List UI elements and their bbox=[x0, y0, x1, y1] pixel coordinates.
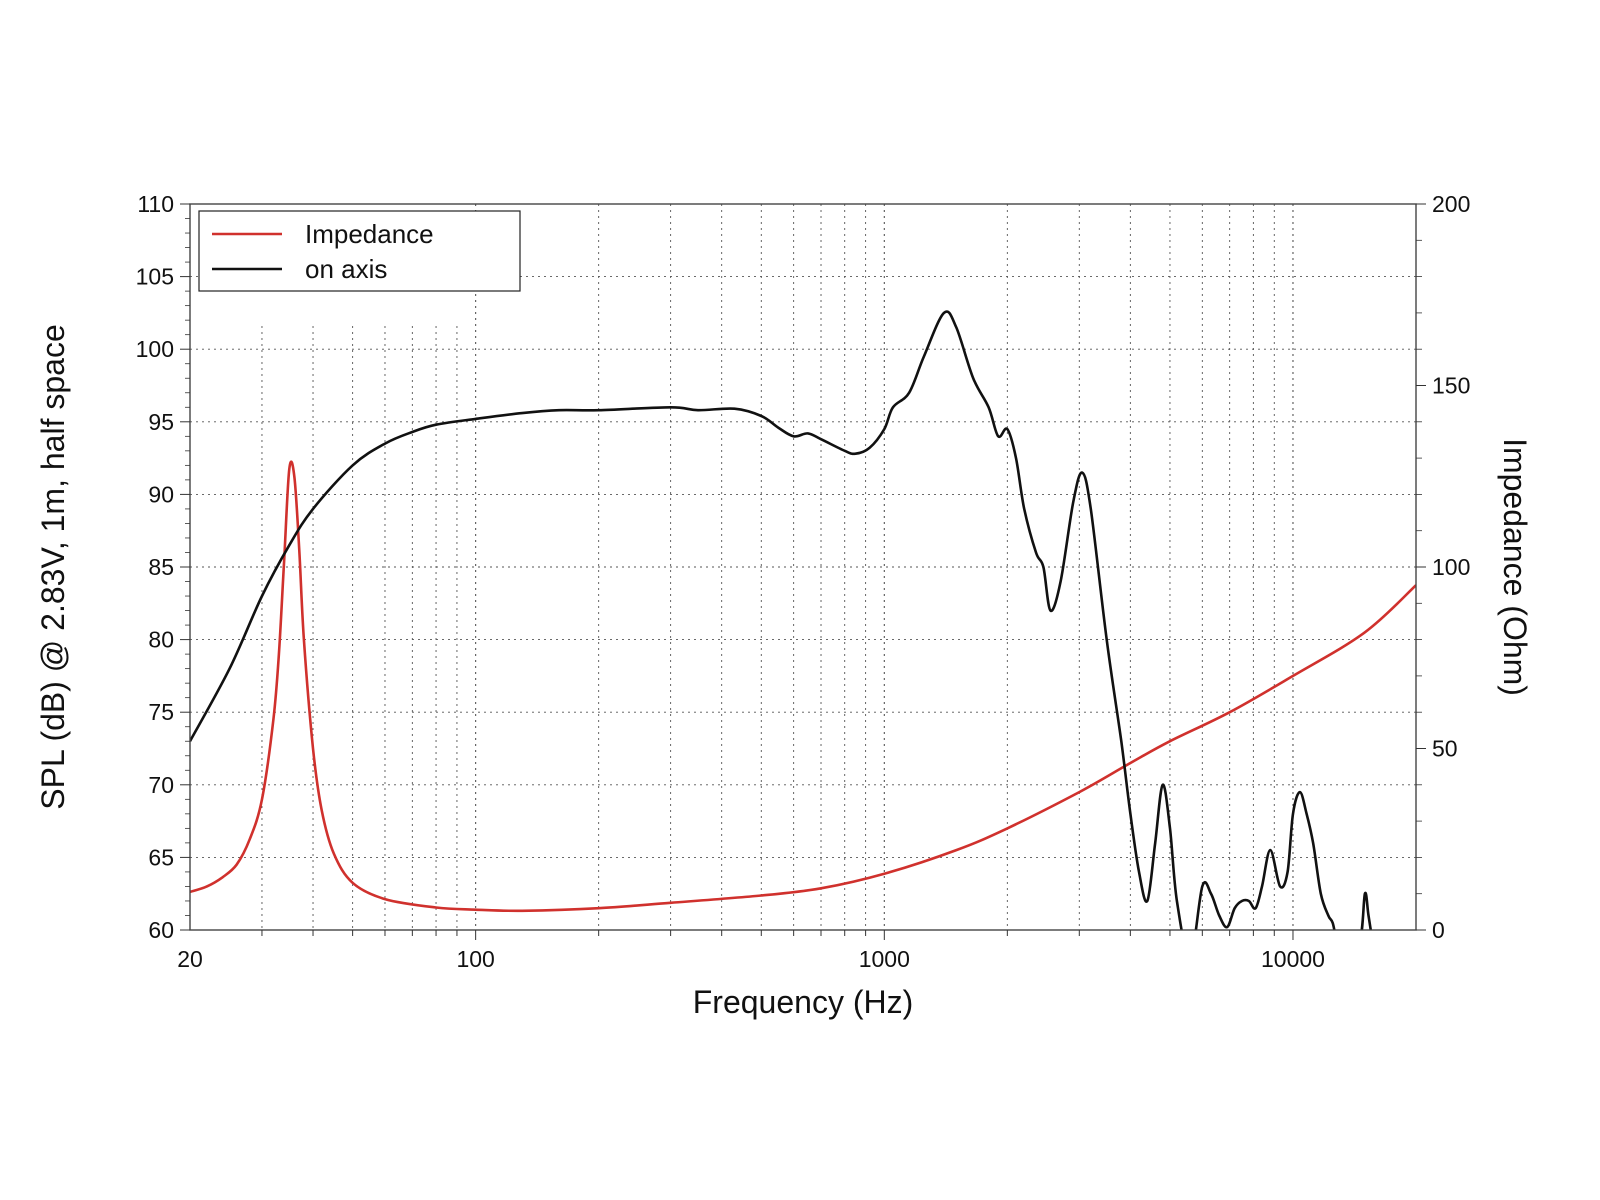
y-tick-label: 65 bbox=[148, 844, 174, 870]
y2-axis-title: Impedance (Ohm) bbox=[1497, 438, 1533, 696]
tick-labels: 60 65 70 75 80 85 90 95 100 105 110 0 50 100 150 200 20 1… bbox=[136, 191, 1471, 972]
y-tick-label: 60 bbox=[148, 917, 174, 943]
y-tick-label: 95 bbox=[148, 409, 174, 435]
y-tick-label: 85 bbox=[148, 554, 174, 580]
axis-ticks bbox=[180, 203, 1426, 940]
x-tick-label: 100 bbox=[456, 946, 494, 972]
series-line-on-axis bbox=[190, 310, 1373, 930]
y2-tick-label: 50 bbox=[1432, 736, 1458, 762]
series-layer bbox=[190, 310, 1416, 930]
y2-tick-label: 200 bbox=[1432, 191, 1470, 217]
series-line-impedance bbox=[190, 460, 1416, 913]
x-tick-label: 10000 bbox=[1261, 946, 1325, 972]
y-tick-label: 80 bbox=[148, 627, 174, 653]
y2-tick-label: 0 bbox=[1432, 917, 1445, 943]
grid-lines bbox=[190, 204, 1416, 930]
y-axis-title: SPL (dB) @ 2.83V, 1m, half space bbox=[35, 324, 71, 809]
legend-label-impedance: Impedance bbox=[305, 219, 434, 249]
legend-box bbox=[198, 210, 521, 292]
x-axis-title: Frequency (Hz) bbox=[693, 984, 914, 1020]
legend-label-on-axis: on axis bbox=[305, 254, 387, 284]
y-tick-label: 90 bbox=[148, 481, 174, 507]
y-tick-label: 100 bbox=[136, 336, 174, 362]
x-tick-label: 20 bbox=[177, 946, 203, 972]
y-tick-label: 110 bbox=[137, 191, 174, 217]
y2-tick-label: 100 bbox=[1432, 554, 1470, 580]
x-tick-label: 1000 bbox=[859, 946, 910, 972]
y-tick-label: 75 bbox=[148, 699, 174, 725]
legend: Impedance on axis bbox=[198, 210, 521, 292]
y2-tick-label: 150 bbox=[1432, 373, 1470, 399]
y-tick-label: 105 bbox=[136, 264, 174, 290]
y-tick-label: 70 bbox=[148, 772, 174, 798]
